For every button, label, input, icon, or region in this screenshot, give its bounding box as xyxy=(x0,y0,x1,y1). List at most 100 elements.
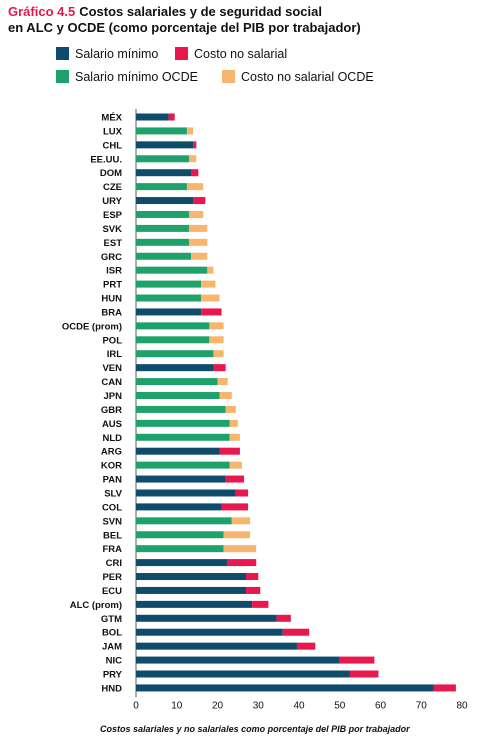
bar-salario-ury xyxy=(136,197,194,205)
legend-label-salario-minimo-ocde: Salario mínimo OCDE xyxy=(75,70,198,84)
bar-costo-lux xyxy=(186,127,194,135)
bar-salario-jam xyxy=(136,642,297,650)
category-label-fra: FRA xyxy=(102,544,122,555)
bar-costo-bel xyxy=(223,531,251,539)
legend-costo-no-salarial: Costo no salarial xyxy=(175,47,287,61)
bar-salario-arg xyxy=(136,447,220,455)
category-label-ven: VEN xyxy=(102,363,122,374)
bar-salario-cri xyxy=(136,559,228,567)
category-label-ocde-prom: OCDE (prom) xyxy=(62,321,122,332)
bar-salario-nic xyxy=(136,656,340,664)
legend-salario-minimo-ocde: Salario mínimo OCDE xyxy=(56,70,198,84)
bar-costo-hnd xyxy=(433,684,456,692)
bar-salario-ocde-prom xyxy=(136,322,210,330)
category-label-hun: HUN xyxy=(101,294,122,305)
bar-salario-per xyxy=(136,573,247,581)
bar-salario-pol xyxy=(136,336,210,344)
category-label-esp: ESP xyxy=(103,210,123,221)
legend-label-costo-no-salarial: Costo no salarial xyxy=(194,47,288,61)
bar-costo-gtm xyxy=(276,614,291,622)
bar-salario-aus xyxy=(136,419,230,427)
category-label-pan: PAN xyxy=(103,475,122,486)
bar-salario-ven xyxy=(136,364,214,372)
category-label-slv: SLV xyxy=(104,488,122,499)
figure-label: Gráfico 4.5 xyxy=(8,4,76,19)
bar-costo-arg xyxy=(219,447,240,455)
bar-salario-gtm xyxy=(136,614,277,622)
title-line-1: Costos salariales y de seguridad social xyxy=(79,4,322,19)
bar-costo-pan xyxy=(225,475,244,483)
bar-salario-jpn xyxy=(136,392,220,399)
legend-label-costo-no-salarial-ocde: Costo no salarial OCDE xyxy=(241,70,374,84)
bar-costo-m-x xyxy=(168,113,175,121)
bar-salario-chl xyxy=(136,141,194,149)
bar-costo-chl xyxy=(193,141,197,149)
x-tick-label-80: 80 xyxy=(456,700,468,711)
category-label-hnd: HND xyxy=(101,683,122,694)
bar-salario-bol xyxy=(136,628,283,636)
bar-salario-alc-prom xyxy=(136,600,253,608)
bar-salario-hun xyxy=(136,294,202,302)
x-tick-label-70: 70 xyxy=(416,700,428,711)
category-label-pol: POL xyxy=(102,335,122,346)
bar-salario-svk xyxy=(136,224,189,232)
bar-costo-cze xyxy=(186,183,204,191)
category-label-chl: CHL xyxy=(102,140,122,151)
category-label-pry: PRY xyxy=(103,670,123,681)
bar-salario-lux xyxy=(136,127,187,135)
bar-costo-prt xyxy=(201,280,216,288)
bar-salario-svn xyxy=(136,517,232,525)
bar-salario-col xyxy=(136,503,222,511)
category-label-arg: ARG xyxy=(101,447,122,458)
category-label-gtm: GTM xyxy=(101,614,122,625)
category-label-isr: ISR xyxy=(106,266,122,277)
bar-costo-fra xyxy=(223,545,257,553)
category-label-cze: CZE xyxy=(103,182,122,193)
bar-costo-esp xyxy=(188,210,204,218)
category-label-kor: KOR xyxy=(101,461,122,472)
legend-swatch-salario-minimo xyxy=(56,47,69,60)
category-label-bra: BRA xyxy=(101,307,122,318)
bar-costo-irl xyxy=(213,350,224,358)
bar-costo-ven xyxy=(213,364,226,372)
bar-costo-pol xyxy=(209,336,224,344)
bar-salario-fra xyxy=(136,545,224,553)
x-tick-label-20: 20 xyxy=(212,700,224,711)
bar-costo-alc-prom xyxy=(252,600,269,608)
bar-salario-pry xyxy=(136,670,350,678)
bar-salario-slv xyxy=(136,489,236,497)
category-label-jpn: JPN xyxy=(104,391,123,402)
category-label-cri: CRI xyxy=(106,558,122,569)
bar-salario-bel xyxy=(136,531,224,539)
bar-costo-kor xyxy=(229,461,242,469)
x-tick-label-30: 30 xyxy=(253,700,265,711)
bar-salario-dom xyxy=(136,169,192,177)
legend-swatch-costo-no-salarial-ocde xyxy=(222,70,235,83)
bar-salario-ecu xyxy=(136,586,247,594)
bar-costo-pry xyxy=(349,670,379,678)
category-label-alc-prom: ALC (prom) xyxy=(70,600,122,611)
x-tick-label-50: 50 xyxy=(334,700,346,711)
bar-salario-pan xyxy=(136,475,226,483)
bar-costo-bra xyxy=(201,308,222,316)
bar-costo-hun xyxy=(201,294,220,302)
category-label-per: PER xyxy=(102,572,122,583)
category-label-aus: AUS xyxy=(102,419,122,430)
bar-costo-svn xyxy=(231,517,251,525)
bar-salario-nld xyxy=(136,433,230,441)
category-label-svk: SVK xyxy=(102,224,122,235)
legend-label-salario-minimo: Salario mínimo xyxy=(75,47,159,61)
category-label-bel: BEL xyxy=(103,530,122,541)
x-axis-label: Costos salariales y no salariales como p… xyxy=(100,724,410,734)
category-label-can: CAN xyxy=(101,377,122,388)
bar-salario-est xyxy=(136,238,189,246)
bar-salario-gbr xyxy=(136,405,226,413)
bar-salario-bra xyxy=(136,308,202,316)
legend-swatch-salario-minimo-ocde xyxy=(56,70,69,83)
category-label-bol: BOL xyxy=(102,628,122,639)
bar-costo-dom xyxy=(191,169,199,177)
bar-salario-irl xyxy=(136,350,214,358)
category-label-est: EST xyxy=(104,238,123,249)
bar-costo-per xyxy=(246,573,259,581)
bar-costo-can xyxy=(217,378,228,386)
